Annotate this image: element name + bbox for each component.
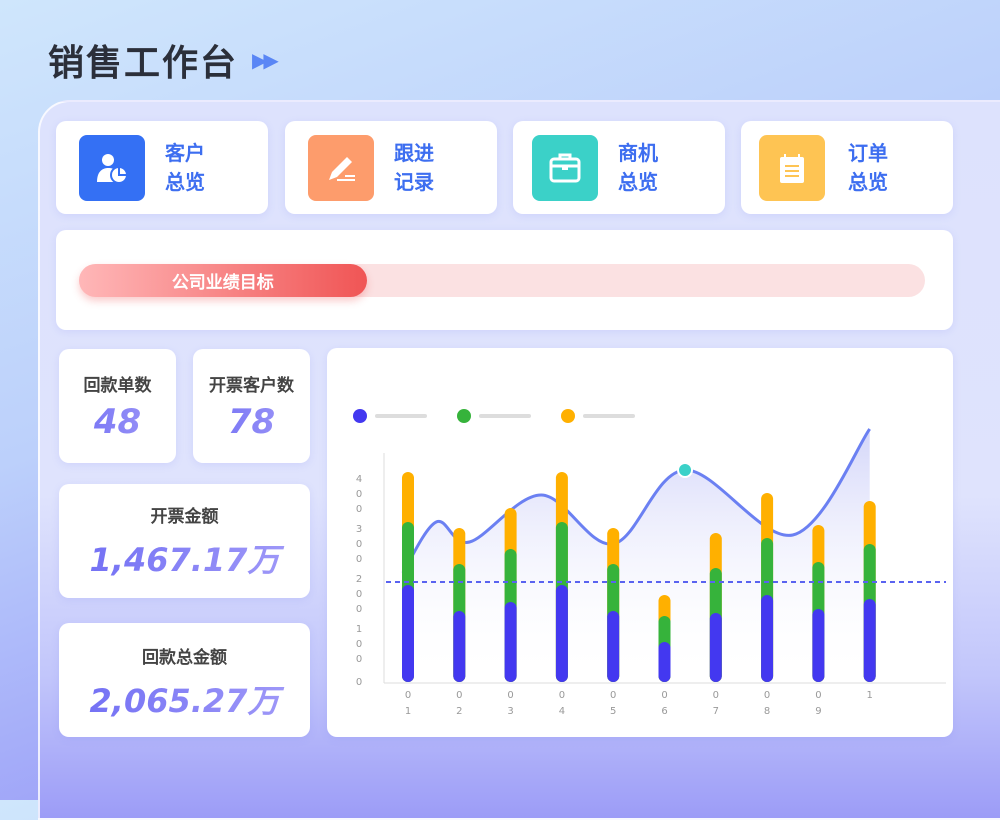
sales-chart: [353, 409, 946, 684]
x-tick-label: 09: [815, 690, 822, 717]
x-tick-label: 08: [763, 690, 771, 717]
x-tick-label: 03: [507, 690, 514, 717]
notepad-icon: [759, 134, 825, 201]
x-tick-label: 01: [404, 690, 412, 717]
legend-dot: [353, 409, 367, 423]
bar-segment: [607, 611, 620, 682]
nav-label: 商机总览: [618, 140, 658, 194]
nav-card-follow-up-records[interactable]: 跟进记录: [285, 121, 497, 214]
highlight-point: [677, 462, 694, 478]
bar-segment: [709, 613, 722, 682]
stat-label: 回款单数: [83, 376, 152, 396]
bar-segment: [402, 585, 414, 682]
bar-segment: [453, 611, 466, 682]
stat-value: 1,467.17万: [59, 535, 310, 581]
x-tick-label: 07: [712, 690, 719, 717]
y-tick-label: 400: [355, 474, 363, 515]
sales-chart-card: 0 100 200 300 400 01 02 03 04 05 06 07 08 09 1: [327, 348, 953, 737]
y-tick-label: 0: [355, 677, 363, 688]
bar-segment: [504, 602, 517, 682]
legend-dot: [457, 409, 471, 423]
line-area-fill: [402, 429, 870, 682]
nav-label: 跟进记录: [394, 140, 434, 194]
legend-dot: [561, 409, 575, 423]
stat-payment-orders: 回款单数 48: [59, 349, 176, 463]
bar-segment: [555, 585, 568, 682]
x-tick-label: 04: [558, 690, 566, 717]
page-title: 销售工作台 ▶▶: [48, 34, 279, 86]
stat-label: 开票金额: [150, 507, 219, 527]
legend-label-placeholder: [583, 414, 635, 418]
nav-label: 订单总览: [848, 140, 888, 194]
stat-label: 回款总金额: [142, 648, 227, 668]
bar-segment: [658, 642, 671, 682]
stat-invoice-amount: 开票金额 1,467.17万: [59, 484, 310, 598]
page-title-text: 销售工作台: [48, 43, 239, 84]
company-goal-card: 公司业绩目标: [56, 230, 953, 330]
nav-card-opportunity-overview[interactable]: 商机总览: [513, 121, 725, 214]
user-pie-chart-icon: [79, 134, 145, 201]
nav-card-customer-overview[interactable]: 客户总览: [56, 121, 268, 214]
bar-segment: [761, 595, 774, 682]
stat-value: 48: [59, 402, 176, 442]
nav-label: 客户总览: [165, 140, 205, 194]
x-tick-label: 05: [610, 690, 617, 717]
x-tick-label: 06: [661, 690, 668, 717]
double-chevron-right-icon: ▶▶: [252, 48, 279, 72]
y-tick-label: 300: [355, 524, 363, 565]
x-tick-label: 02: [456, 690, 463, 717]
stat-payment-total: 回款总金额 2,065.27万: [59, 623, 310, 737]
legend-label-placeholder: [479, 414, 531, 418]
stat-value: 2,065.27万: [59, 676, 310, 722]
goal-progress-fill: 公司业绩目标: [79, 264, 367, 297]
x-tick-label: 1: [866, 690, 873, 701]
y-tick-label: 200: [355, 574, 363, 615]
bar-segment: [812, 609, 825, 682]
legend-label-placeholder: [375, 414, 427, 418]
stat-value: 78: [193, 402, 310, 442]
stat-label: 开票客户数: [209, 376, 294, 396]
nav-card-order-overview[interactable]: 订单总览: [741, 121, 953, 214]
goal-label: 公司业绩目标: [171, 273, 274, 293]
stat-invoice-customers: 开票客户数 78: [193, 349, 310, 463]
y-tick-label: 100: [355, 624, 363, 665]
bar-segment: [863, 599, 876, 682]
pencil-edit-icon: [308, 134, 374, 201]
briefcase-icon: [532, 134, 598, 201]
goal-progress-track: 公司业绩目标: [79, 264, 925, 297]
